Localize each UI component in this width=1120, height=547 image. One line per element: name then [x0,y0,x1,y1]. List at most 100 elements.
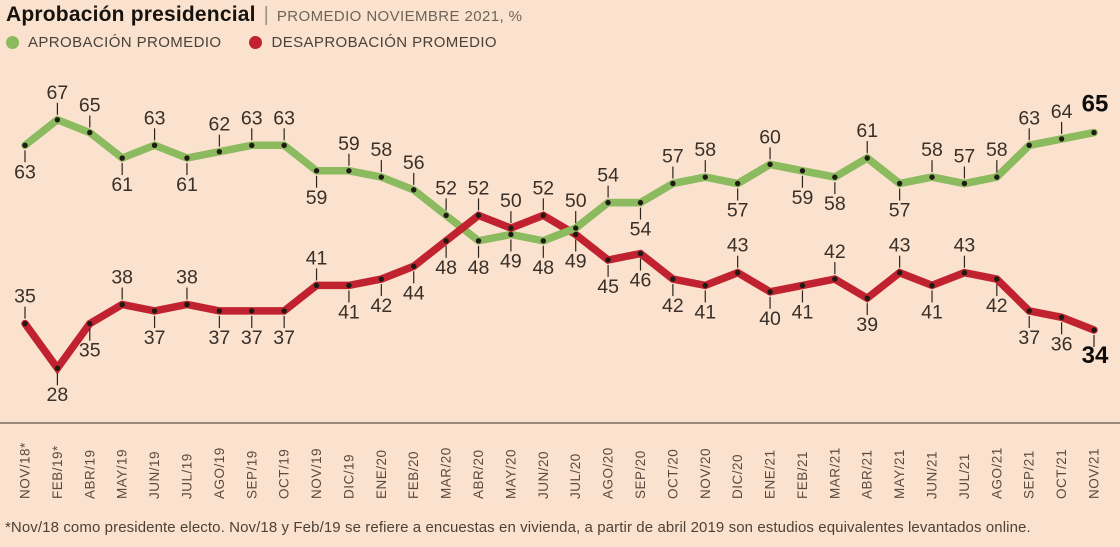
disapproval-value-label: 37 [241,327,263,349]
x-axis-label: DIC/19 [341,454,356,499]
disapproval-value-label: 42 [662,295,684,317]
approval-point-dot [22,142,28,148]
disapproval-value-label: 45 [597,276,619,298]
approval-value-label: 67 [47,82,69,104]
disapproval-value-label: 41 [792,301,814,323]
disapproval-point-dot [346,282,352,289]
approval-point-dot [508,231,514,238]
approval-value-label: 59 [306,187,328,209]
disapproval-value-label: 38 [111,267,133,289]
approval-value-label: 48 [468,257,490,279]
disapproval-point-dot [281,308,287,314]
approval-value-label: 62 [209,114,231,136]
disapproval-point-dot [799,282,806,289]
x-axis-label: JUN/19 [147,451,162,499]
disapproval-point-dot [540,212,547,219]
legend-item-approval: APROBACIÓN PROMEDIO [6,34,221,51]
approval-point-dot [1026,142,1032,148]
x-axis-label: ABR/20 [471,449,486,499]
approval-value-label: 57 [662,146,684,168]
disapproval-value-label: 37 [1018,327,1040,349]
approval-point-dot [249,142,255,148]
x-axis-label: FEB/20 [406,451,421,499]
approval-point-dot [119,155,125,161]
approval-value-label: 54 [597,165,619,187]
approval-point-dot [540,238,547,244]
disapproval-value-label: 41 [694,301,716,323]
disapproval-value-label: 43 [889,235,911,257]
disapproval-value-label: 43 [727,235,749,257]
disapproval-value-label: 28 [47,384,69,406]
chart-header: Aprobación presidencial | PROMEDIO NOVIE… [6,3,522,27]
approval-point-dot [605,199,611,206]
disapproval-value-label: 44 [403,282,425,304]
approval-value-label: 58 [986,139,1008,161]
x-axis-label: AGO/21 [989,447,1004,499]
approval-point-dot [378,174,385,180]
x-axis-label: NOV/18* [18,442,33,499]
approval-value-label: 49 [500,250,522,272]
approval-line-overlay [539,128,1098,245]
approval-value-label: 58 [370,139,392,161]
disapproval-point-dot [637,250,644,257]
x-axis-label: OCT/21 [1054,449,1069,499]
approval-value-label: 64 [1051,101,1073,123]
approval-value-label: 58 [694,139,716,161]
x-axis-label: ENE/21 [763,449,778,499]
approval-value-label: 57 [889,200,911,222]
x-axis-label: JUL/19 [179,453,194,499]
x-axis-label: MAR/20 [439,447,454,499]
disapproval-point-dot [1058,314,1065,320]
disapproval-point-dot [605,257,611,263]
title-separator: | [263,4,269,26]
disapproval-point-dot [572,231,579,238]
approval-value-label: 52 [435,177,457,199]
disapproval-point-dot [313,282,320,289]
approval-point-dot [313,168,320,174]
approval-value-label: 61 [176,174,198,196]
x-axis-label: OCT/19 [277,449,292,499]
approval-point-dot [475,238,482,244]
disapproval-value-label: 52 [468,177,490,199]
disapproval-point-dot [54,365,61,371]
disapproval-point-dot [119,301,125,308]
disapproval-point-dot [184,301,190,308]
approval-point-dot [929,174,935,180]
x-axis-label: FEB/19* [50,445,65,499]
approval-point-dot [799,168,806,174]
disapproval-point-dot [411,263,417,270]
approval-point-dot [832,174,838,180]
x-axis-label: DIC/20 [730,454,745,499]
approval-value-label: 65 [79,95,101,117]
approval-point-dot [1091,129,1097,136]
disapproval-point-dot [216,308,223,314]
disapproval-point-dot [734,269,741,276]
approval-value-label: 48 [532,257,554,279]
x-axis-label: MAR/21 [827,447,842,499]
approval-value-label: 57 [727,200,749,222]
disapproval-point-dot [87,320,93,327]
chart-title: Aprobación presidencial [6,3,256,26]
disapproval-value-label: 52 [532,177,554,199]
disapproval-point-dot [151,308,158,314]
disapproval-value-label: 35 [14,286,36,308]
x-axis-label: OCT/20 [665,449,680,499]
disapproval-point-dot [508,225,514,231]
approval-value-label: 58 [921,139,943,161]
disapproval-value-label: 36 [1051,333,1073,355]
disapproval-value-label: 49 [565,250,587,272]
disapproval-value-label: 38 [176,267,198,289]
disapproval-line [21,211,1098,375]
approval-point-dot [184,155,190,161]
footnote: *Nov/18 como presidente electo. Nov/18 y… [5,519,1031,536]
disapproval-point-dot [670,276,676,282]
approval-value-label: 59 [338,133,360,155]
approval-dot-icon [6,36,19,49]
disapproval-point-dot [22,320,28,327]
x-axis-label: AGO/20 [601,447,616,499]
disapproval-point-dot [475,212,482,219]
x-axis-label: SEP/19 [244,450,259,499]
approval-value-label: 59 [792,187,814,209]
